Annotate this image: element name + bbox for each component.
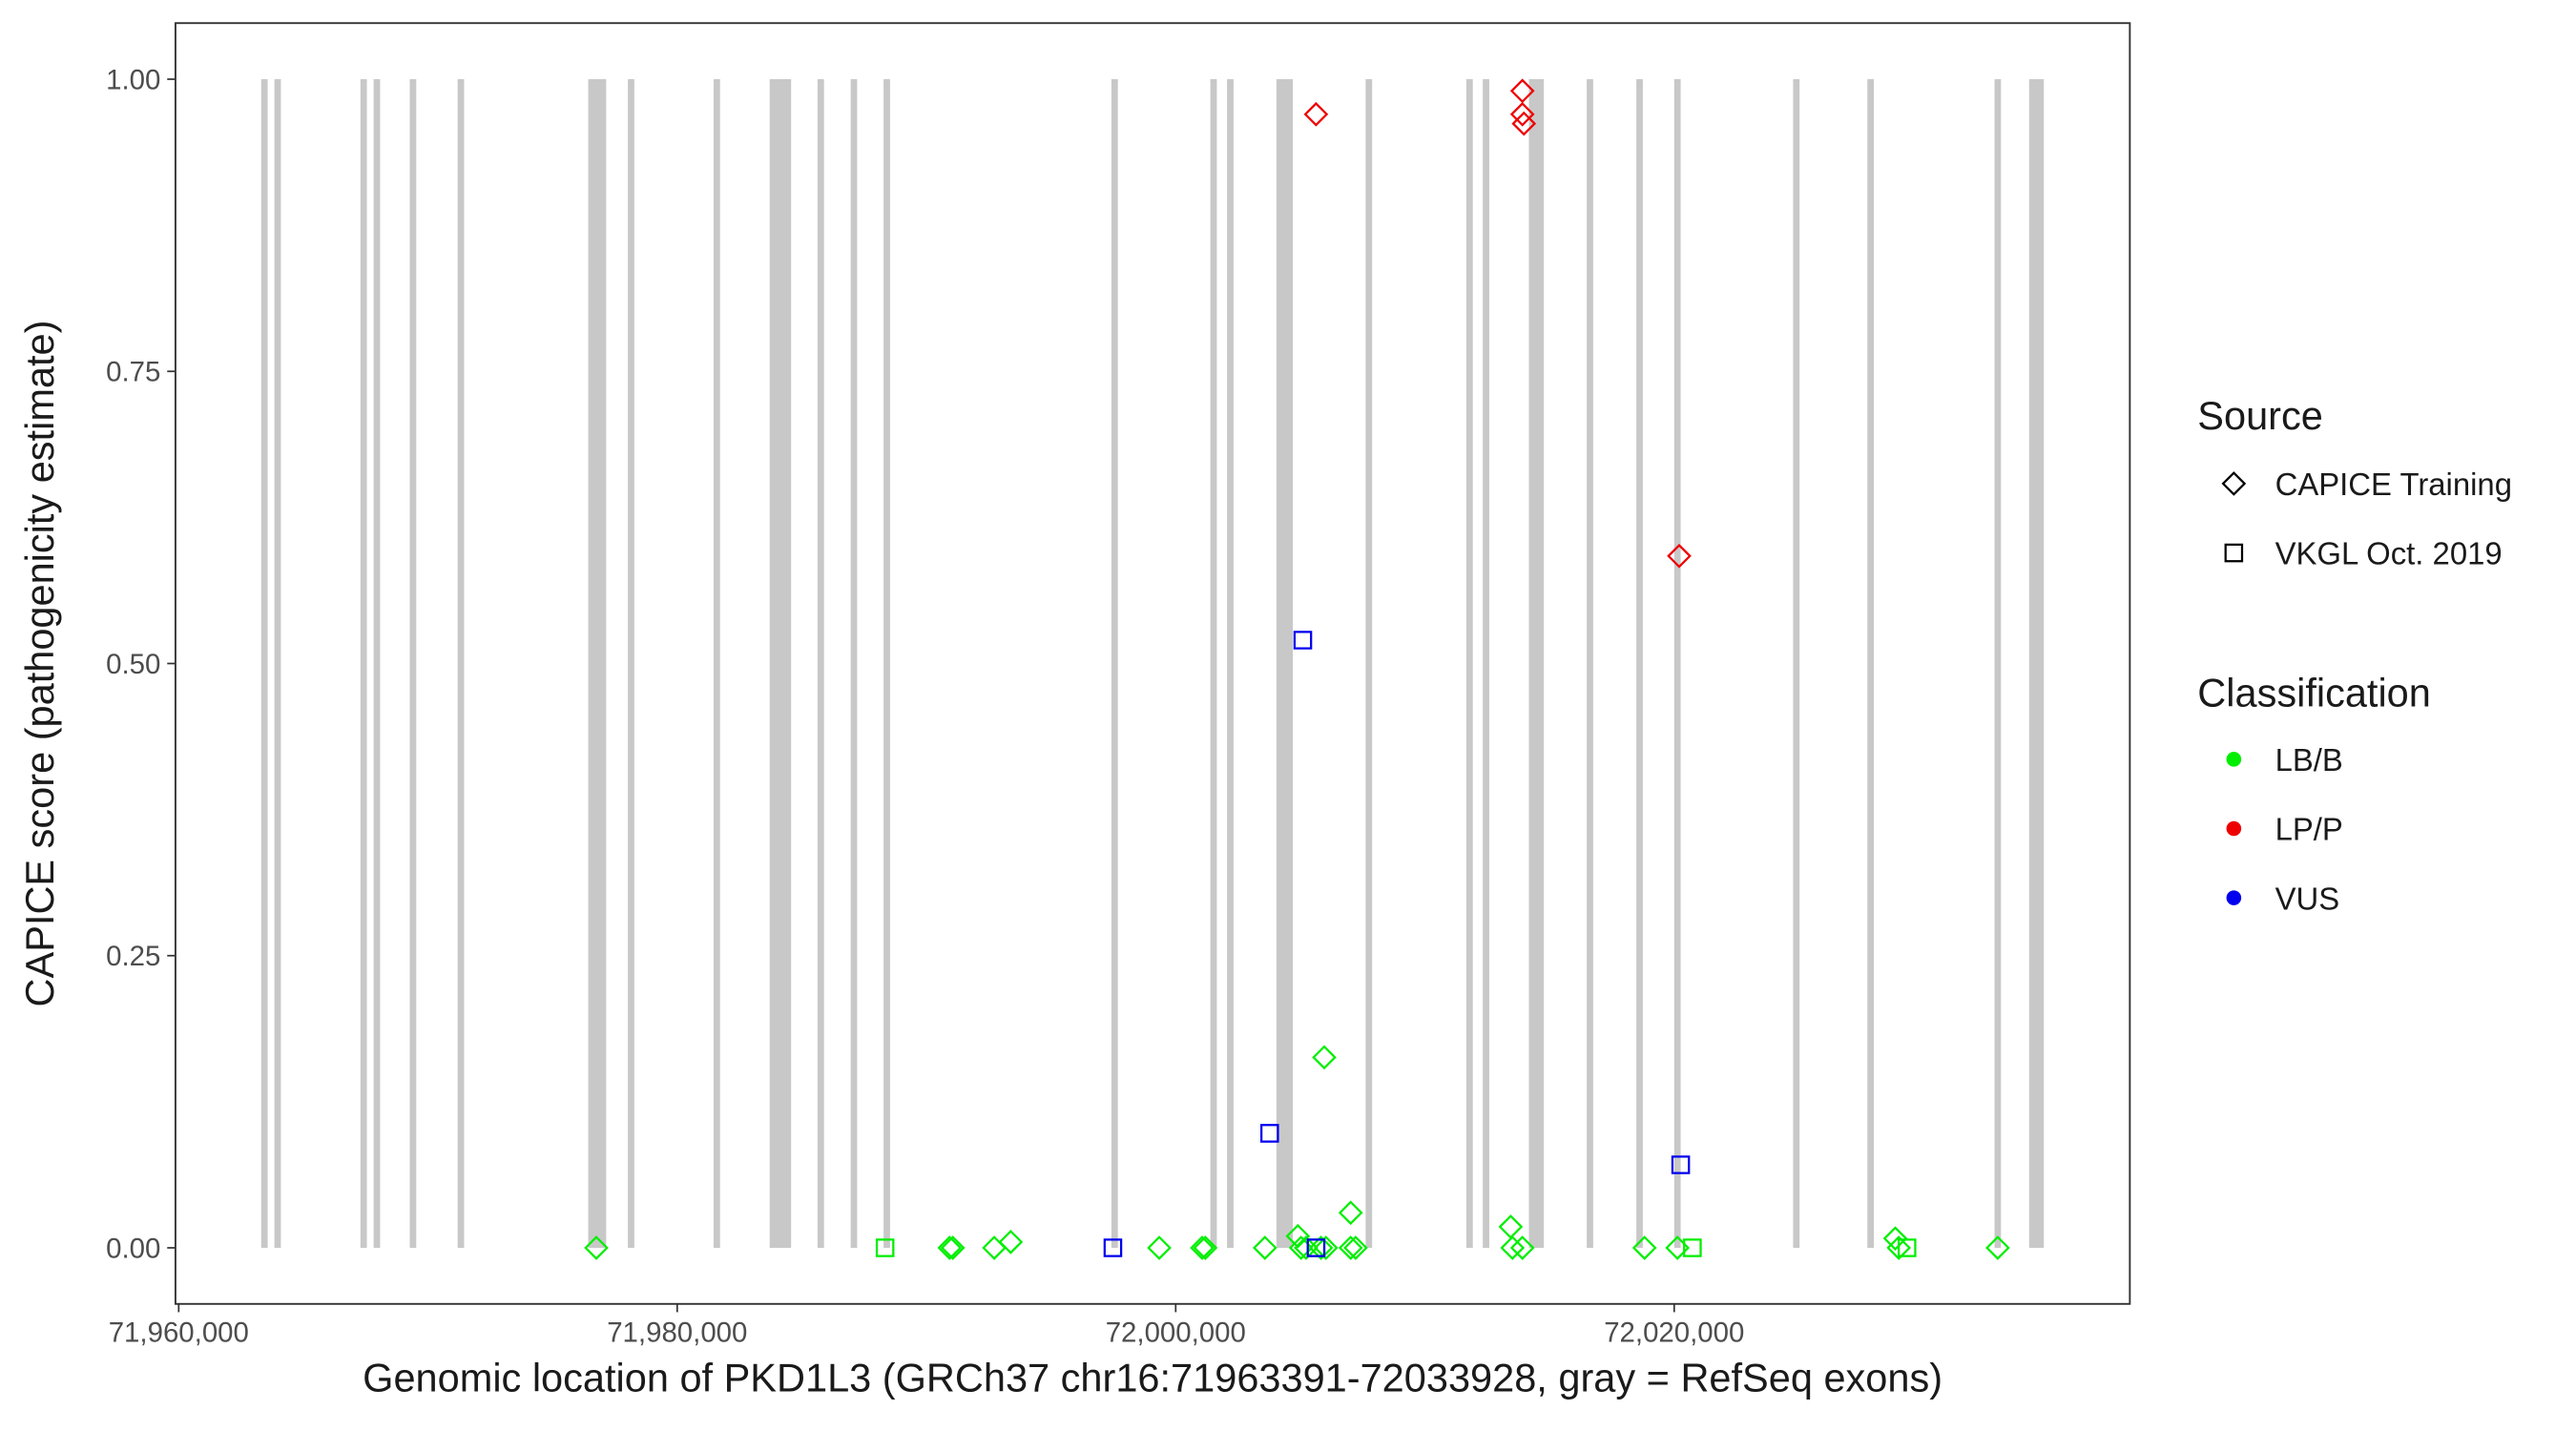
exon: [1210, 79, 1217, 1248]
exon: [1528, 79, 1545, 1248]
point: [1683, 1238, 1702, 1257]
point: [998, 1230, 1024, 1255]
legend-key: [2226, 890, 2242, 905]
x-tick-label: 71,960,000: [109, 1317, 249, 1349]
point: [1667, 543, 1692, 569]
exon: [1673, 79, 1681, 1248]
point: [940, 1235, 966, 1260]
exon: [1227, 79, 1234, 1248]
exon: [713, 79, 720, 1248]
point: [1308, 1235, 1334, 1260]
point: [1306, 1238, 1326, 1257]
point: [1190, 1235, 1215, 1260]
exon: [1465, 79, 1473, 1248]
exon: [373, 79, 381, 1248]
point: [1313, 1235, 1339, 1260]
exon: [817, 79, 824, 1248]
exon: [274, 79, 281, 1248]
point: [1631, 1235, 1657, 1260]
exon: [1867, 79, 1875, 1248]
exon: [1111, 79, 1118, 1248]
legend-label: VKGL Oct. 2019: [2275, 536, 2503, 571]
point: [1985, 1235, 2010, 1260]
point: [1898, 1238, 1917, 1257]
legend-title: Classification: [2197, 670, 2431, 715]
exon: [883, 79, 890, 1248]
point: [1193, 1235, 1218, 1260]
point: [1671, 1155, 1691, 1174]
y-axis-title: CAPICE score (pathogenicity estimate): [17, 321, 62, 1007]
legend-key: [2226, 820, 2242, 837]
exon: [1994, 79, 2002, 1248]
exon: [1483, 79, 1489, 1248]
x-tick-label: 72,020,000: [1604, 1317, 1744, 1349]
point: [1303, 101, 1329, 127]
point: [1338, 1235, 1363, 1260]
legend-key: [2226, 752, 2242, 767]
point: [1500, 1235, 1526, 1260]
point: [1886, 1235, 1912, 1260]
point: [1147, 1235, 1172, 1260]
legend-label: VUS: [2275, 881, 2340, 916]
legend-label: LB/B: [2275, 742, 2343, 778]
exon: [588, 79, 607, 1248]
point: [1252, 1235, 1278, 1260]
point: [937, 1235, 963, 1260]
exon: [360, 79, 367, 1248]
x-tick-label: 71,980,000: [607, 1317, 747, 1349]
legend-key: [2224, 543, 2244, 563]
x-axis-title: Genomic location of PKD1L3 (GRCh37 chr16…: [363, 1355, 1942, 1400]
y-tick-label: 0.75: [106, 357, 160, 388]
point: [1509, 101, 1535, 127]
point: [584, 1235, 609, 1260]
exon: [769, 79, 792, 1248]
y-tick-label: 0.00: [106, 1233, 160, 1264]
point: [1882, 1226, 1908, 1252]
exon: [1365, 79, 1373, 1248]
x-tick-label: 72,000,000: [1106, 1317, 1246, 1349]
point: [1103, 1238, 1123, 1257]
point: [1511, 111, 1537, 136]
plot-area: 0.00 0.25 0.50 0.75 1.00 71,960,000 71,980,000…: [106, 22, 2131, 1349]
point: [1293, 631, 1313, 650]
point: [875, 1238, 895, 1257]
point: [1285, 1223, 1311, 1249]
legend-key: [2221, 471, 2247, 496]
panel-border: [174, 22, 2131, 1305]
point: [1312, 1045, 1337, 1070]
y-tick-label: 0.25: [106, 941, 160, 972]
point: [1343, 1235, 1368, 1260]
legend-title: Source: [2197, 393, 2323, 438]
point: [1509, 1235, 1535, 1260]
exon: [409, 79, 417, 1248]
exon: [1793, 79, 1800, 1248]
legend: Source CAPICE Training VKGL Oct. 2019 Class…: [2197, 393, 2512, 916]
legend-label: LP/P: [2275, 812, 2343, 847]
exon: [260, 79, 268, 1248]
exon: [1636, 79, 1643, 1248]
y-tick-label: 0.50: [106, 649, 160, 680]
exon: [2028, 79, 2045, 1248]
point: [1338, 1200, 1363, 1226]
exon: [1587, 79, 1593, 1248]
exon: [457, 79, 465, 1248]
exon: [1276, 79, 1294, 1248]
y-tick-label: 1.00: [106, 64, 160, 95]
point: [1260, 1124, 1279, 1143]
point: [1509, 78, 1535, 104]
exon: [628, 79, 634, 1248]
exon: [850, 79, 858, 1248]
legend-label: CAPICE Training: [2275, 467, 2512, 502]
